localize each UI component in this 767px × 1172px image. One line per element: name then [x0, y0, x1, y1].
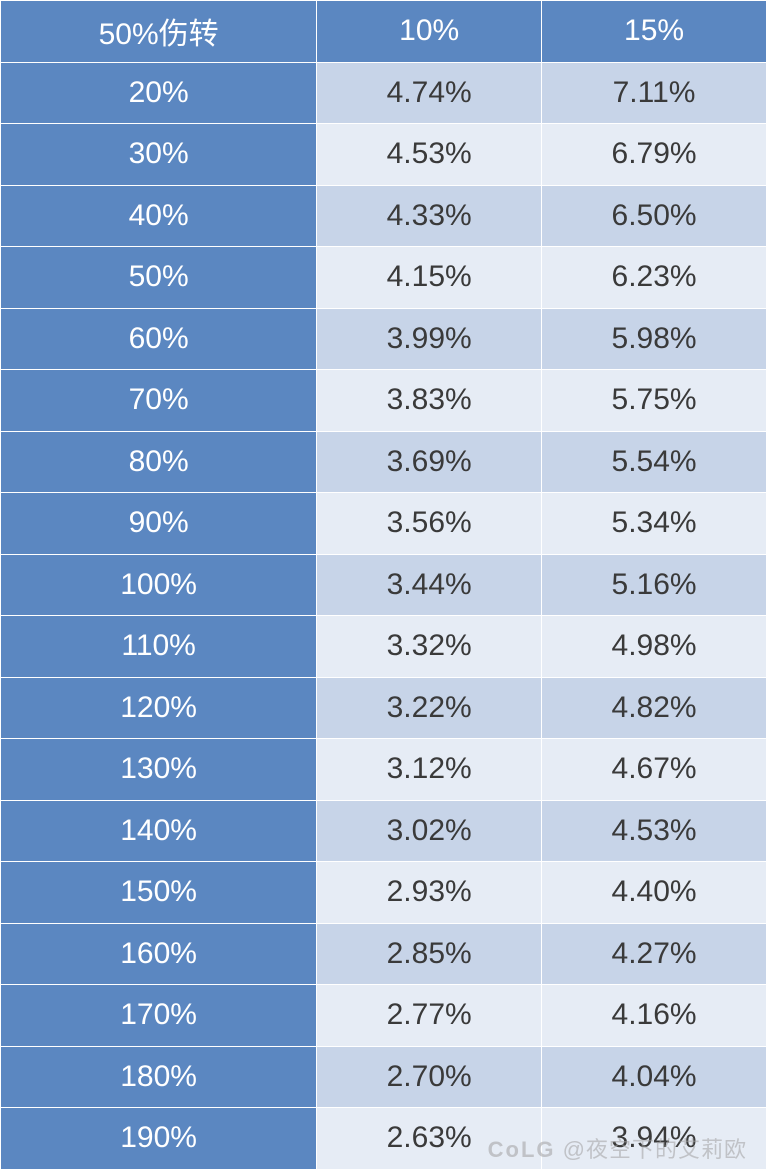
table-cell: 4.16%	[542, 985, 767, 1047]
table-row: 90%3.56%5.34%	[1, 493, 767, 555]
table-row: 150%2.93%4.40%	[1, 862, 767, 924]
table-cell: 6.50%	[542, 185, 767, 247]
table-row: 30%4.53%6.79%	[1, 124, 767, 186]
table-cell: 3.12%	[317, 739, 542, 801]
table-cell: 5.54%	[542, 431, 767, 493]
table-cell: 4.74%	[317, 62, 542, 124]
row-label: 90%	[1, 493, 317, 555]
table-cell: 4.15%	[317, 247, 542, 309]
table-cell: 2.77%	[317, 985, 542, 1047]
table-row: 20%4.74%7.11%	[1, 62, 767, 124]
table-cell: 5.98%	[542, 308, 767, 370]
column-header: 10%	[317, 1, 542, 63]
row-label: 180%	[1, 1046, 317, 1108]
table-row: 120%3.22%4.82%	[1, 677, 767, 739]
table-cell: 4.27%	[542, 923, 767, 985]
table-cell: 2.63%	[317, 1108, 542, 1170]
table-cell: 4.53%	[542, 800, 767, 862]
table-cell: 5.75%	[542, 370, 767, 432]
table-cell: 3.44%	[317, 554, 542, 616]
row-label: 130%	[1, 739, 317, 801]
table-cell: 4.04%	[542, 1046, 767, 1108]
table-cell: 3.99%	[317, 308, 542, 370]
row-label: 140%	[1, 800, 317, 862]
table-row: 180%2.70%4.04%	[1, 1046, 767, 1108]
column-header: 15%	[542, 1, 767, 63]
table-cell: 4.33%	[317, 185, 542, 247]
row-label: 150%	[1, 862, 317, 924]
row-label: 110%	[1, 616, 317, 678]
row-label: 190%	[1, 1108, 317, 1170]
table-row: 100%3.44%5.16%	[1, 554, 767, 616]
table-cell: 7.11%	[542, 62, 767, 124]
table-cell: 5.34%	[542, 493, 767, 555]
table-cell: 4.98%	[542, 616, 767, 678]
data-table: 50%伤转 10% 15% 20%4.74%7.11% 30%4.53%6.79…	[0, 0, 767, 1170]
column-header: 50%伤转	[1, 1, 317, 63]
table-cell: 3.32%	[317, 616, 542, 678]
row-label: 50%	[1, 247, 317, 309]
table-cell: 4.40%	[542, 862, 767, 924]
table-row: 60%3.99%5.98%	[1, 308, 767, 370]
table-cell: 2.85%	[317, 923, 542, 985]
row-label: 170%	[1, 985, 317, 1047]
row-label: 40%	[1, 185, 317, 247]
table-row: 80%3.69%5.54%	[1, 431, 767, 493]
table-row: 130%3.12%4.67%	[1, 739, 767, 801]
table-cell: 2.93%	[317, 862, 542, 924]
row-label: 120%	[1, 677, 317, 739]
table-cell: 2.70%	[317, 1046, 542, 1108]
row-label: 20%	[1, 62, 317, 124]
row-label: 80%	[1, 431, 317, 493]
table-cell: 3.02%	[317, 800, 542, 862]
table-cell: 5.16%	[542, 554, 767, 616]
table-cell: 4.67%	[542, 739, 767, 801]
row-label: 60%	[1, 308, 317, 370]
table-row: 190%2.63%3.94%	[1, 1108, 767, 1170]
table-row: 40%4.33%6.50%	[1, 185, 767, 247]
table-cell: 6.23%	[542, 247, 767, 309]
table-row: 140%3.02%4.53%	[1, 800, 767, 862]
table-cell: 4.53%	[317, 124, 542, 186]
table-cell: 3.83%	[317, 370, 542, 432]
table-row: 50%4.15%6.23%	[1, 247, 767, 309]
row-label: 70%	[1, 370, 317, 432]
table-cell: 3.56%	[317, 493, 542, 555]
table-cell: 4.82%	[542, 677, 767, 739]
row-label: 160%	[1, 923, 317, 985]
table-row: 160%2.85%4.27%	[1, 923, 767, 985]
table-cell: 3.94%	[542, 1108, 767, 1170]
table-cell: 3.22%	[317, 677, 542, 739]
table-header-row: 50%伤转 10% 15%	[1, 1, 767, 63]
table-cell: 6.79%	[542, 124, 767, 186]
table-cell: 3.69%	[317, 431, 542, 493]
row-label: 100%	[1, 554, 317, 616]
table-row: 110%3.32%4.98%	[1, 616, 767, 678]
row-label: 30%	[1, 124, 317, 186]
table-row: 70%3.83%5.75%	[1, 370, 767, 432]
table-row: 170%2.77%4.16%	[1, 985, 767, 1047]
table-body: 20%4.74%7.11% 30%4.53%6.79% 40%4.33%6.50…	[1, 62, 767, 1169]
